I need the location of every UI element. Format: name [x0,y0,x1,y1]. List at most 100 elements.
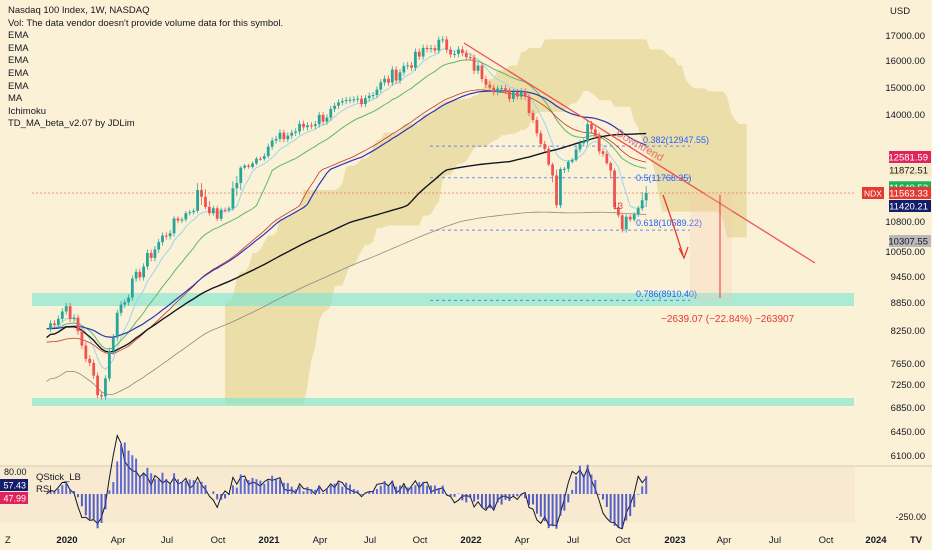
price-tag-3[interactable] [889,187,931,199]
qstick-bar [188,479,191,494]
qstick-bar [516,494,519,497]
price-tag-0[interactable] [889,151,931,163]
candle-body [441,39,445,41]
qstick-bar [586,464,589,494]
candle-body [68,306,72,320]
time-tick-14: Jul [769,535,781,546]
candle-body [111,337,115,352]
indicator-td-ma[interactable]: TD_MA_beta_v2.07 by JDLim [8,118,135,130]
ema-55-line [46,90,647,338]
qstick-bar [375,489,378,494]
qstick-bar [298,486,301,494]
qstick-bar [539,494,542,517]
candle-body [56,318,60,326]
candle-body [176,218,180,221]
qstick-bar [255,479,258,494]
qstick-bar [108,490,111,494]
candle-body [504,88,507,92]
qstick-bar [437,488,440,494]
zone-upper [32,293,854,306]
candle-body [429,48,433,50]
qstick-bar [161,472,164,494]
qstick-bar [520,494,523,496]
qstick-bar [290,486,293,494]
qstick-bar [92,494,95,520]
price-tag-4[interactable] [889,200,931,212]
downtrend-line[interactable] [463,42,816,264]
candle-body [72,317,76,320]
candle-body [574,149,578,160]
indicator-ichimoku[interactable]: Ichimoku [8,105,47,117]
rsi-label[interactable]: RSI [36,484,52,495]
candle-body [115,312,119,338]
price-tag-5[interactable] [889,235,931,247]
qstick-bar [551,494,554,527]
price-tag-1[interactable] [889,164,931,176]
candle-body [559,169,562,206]
candle-body [597,135,601,152]
qstick-bar [157,479,160,494]
price-tag-label-3: 11563.33 [889,189,928,200]
candle-body [344,100,348,102]
qstick-bar [224,494,227,499]
subpane-value-tag-1 [0,492,28,504]
qstick-bar [578,465,581,494]
subpane-axis-bottom: -250.00 [895,512,926,522]
qstick-bar [243,479,246,494]
qstick-bar [337,482,340,494]
qstick-bar [508,494,511,502]
price-axis[interactable]: USD 17000.00 16000.00 15000.00 14000.00 10800… [855,0,932,520]
indicator-ema-2[interactable]: EMA [8,42,29,54]
corner-z[interactable]: Z [5,535,11,546]
indicator-ema-5[interactable]: EMA [8,80,29,92]
candle-body [329,108,333,118]
indicator-ema-4[interactable]: EMA [8,67,29,79]
candle-body [488,84,492,88]
symbol-title[interactable]: Nasdaq 100 Index, 1W, NASDAQ [8,5,150,16]
qstick-bar [531,494,534,505]
candle-body [64,306,68,312]
qstick-bar [465,494,468,503]
candle-body [53,323,56,326]
candle-body [204,196,207,207]
qstick-bar [496,494,499,503]
candle-body [302,123,305,128]
price-tick-1: 16000.00 [885,56,925,67]
indicator-ma[interactable]: MA [8,93,23,105]
qstick-bar [512,494,515,497]
qstick-bar [53,492,56,494]
candle-body [620,215,624,230]
qstick-bar [598,494,601,495]
candle-body [119,304,123,313]
qstick-bar [547,494,550,529]
qstick-bar [65,482,68,494]
candle-body [480,65,484,80]
candle-body [188,212,192,214]
qstick-bar [449,494,452,497]
qstick-bar [196,481,199,494]
qstick-bar [368,491,371,494]
candle-body [286,135,290,140]
candle-body [142,266,146,278]
time-tick-9: Apr [515,535,530,546]
indicator-ema-3[interactable]: EMA [8,55,29,67]
qstick-bar [617,494,620,528]
indicator-ema-1[interactable]: EMA [8,30,29,42]
qstick-bar [345,482,348,494]
time-axis[interactable]: 2020 Apr Jul Oct 2021 Apr Jul Oct 2022 Apr Jul Oct 2… [0,531,932,550]
candle-body [192,210,196,213]
price-tick-10: 7250.00 [891,380,925,391]
qstick-bar [524,494,527,499]
candle-body [60,311,64,319]
qstick-label[interactable]: QStick_LB [36,472,81,483]
candle-body [146,252,149,267]
candle-body [340,101,344,103]
qstick-bar [329,485,332,494]
qstick-bar [379,485,382,494]
qstick-bar [318,485,321,494]
candle-body [433,48,437,51]
time-tick-7: Oct [413,535,428,546]
qstick-bar [204,485,207,494]
price-tick-2: 15000.00 [885,83,925,94]
